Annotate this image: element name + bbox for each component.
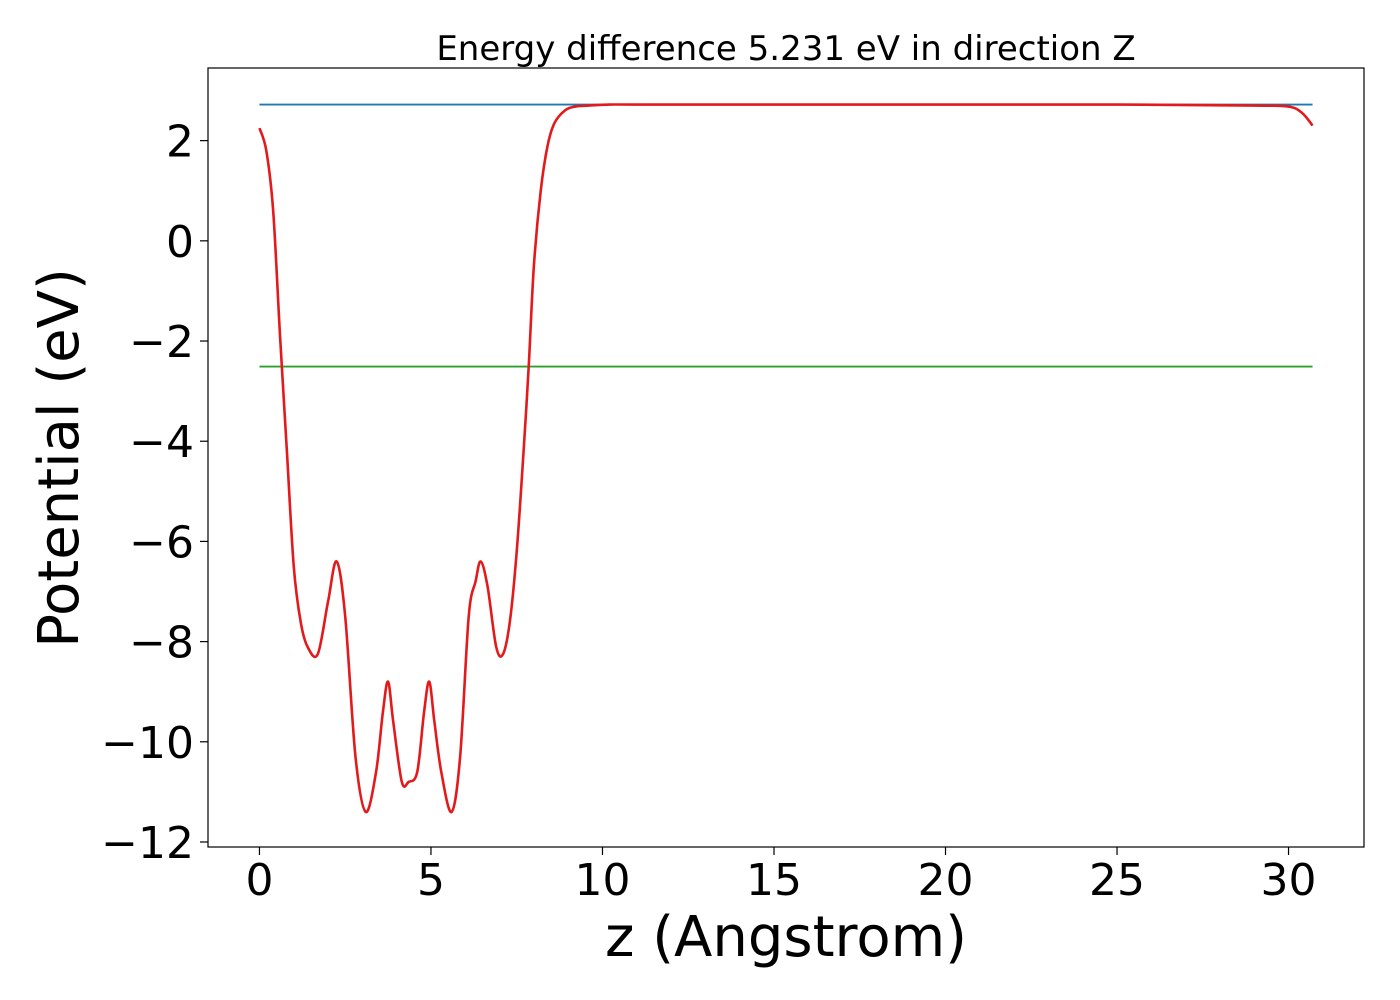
y-tick-label: 0: [166, 217, 194, 268]
x-tick-label: 15: [746, 855, 802, 906]
x-tick-label: 5: [417, 855, 445, 906]
x-tick-label: 20: [918, 855, 974, 906]
y-tick-label: −2: [129, 317, 194, 368]
y-tick-label: −12: [101, 818, 194, 869]
plot-frame: [207, 67, 1365, 848]
chart-title: Energy difference 5.231 eV in direction …: [436, 29, 1135, 69]
x-tick-label: 25: [1089, 855, 1145, 906]
y-tick-label: −10: [101, 718, 194, 769]
y-axis-label: Potential (eV): [27, 268, 92, 648]
y-tick-label: −4: [129, 417, 194, 468]
x-tick-label: 30: [1261, 855, 1317, 906]
x-tick-label: 0: [245, 855, 273, 906]
y-tick-label: −6: [129, 517, 194, 568]
y-tick-label: −8: [129, 618, 194, 669]
x-axis-label: z (Angstrom): [605, 905, 967, 970]
y-tick-label: 2: [166, 117, 194, 168]
plot-area: [258, 103, 1314, 814]
ticks: 0 5 10 15 20 25 30 −12 −10 −8 −6 −4 −2 0 2: [101, 117, 1316, 906]
series-line-3: [258, 103, 1314, 814]
x-tick-label: 10: [574, 855, 630, 906]
